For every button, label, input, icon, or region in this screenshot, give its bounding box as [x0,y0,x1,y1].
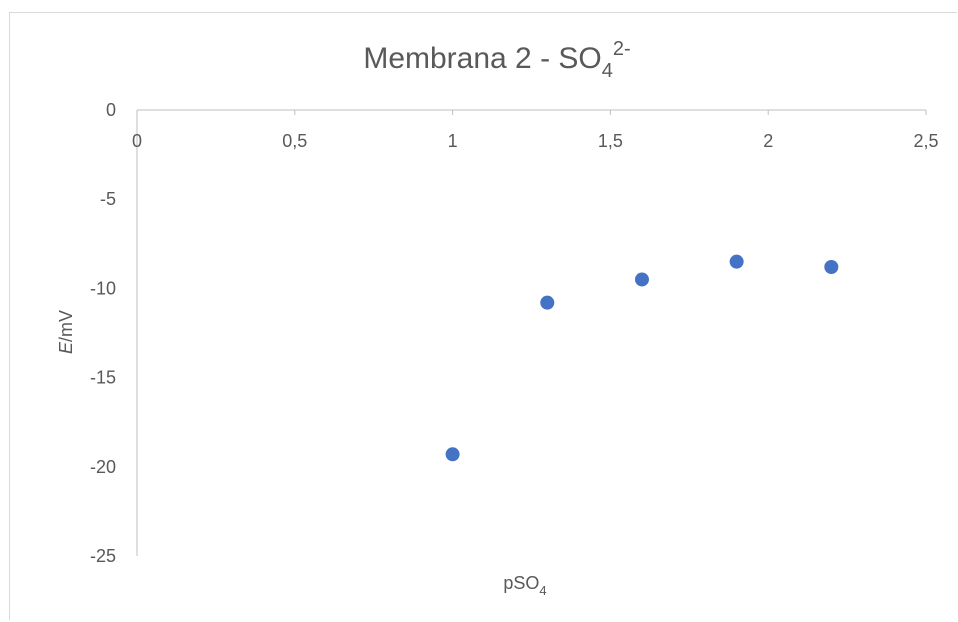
y-axis-title-italic: E [56,341,76,354]
x-tick-label: 0 [132,131,142,151]
y-tick-label: -5 [100,189,116,209]
axes [136,109,926,556]
y-tick-label: -25 [90,546,116,566]
y-axis-title-rest: /mV [56,310,76,342]
x-axis-title-main: pSO [503,573,539,593]
x-tick-label: 2 [763,131,773,151]
chart-border [9,12,957,620]
chart-title-superscript: 2- [613,38,631,60]
data-point [540,295,555,310]
chart-title-subscript: 4 [602,60,613,82]
data-point [445,447,460,462]
data-points [445,254,839,462]
y-axis-title: E/mV [56,310,76,354]
x-axis-title-subscript: 4 [539,583,546,598]
x-tick-label: 2,5 [913,131,938,151]
data-point [824,259,839,274]
data-point [729,254,744,269]
x-tick-labels: 0 0,5 1 1,5 2 2,5 [132,110,939,151]
chart-title: Membrana 2 - SO42- [363,38,630,82]
x-axis-title: pSO4 [503,573,546,598]
data-point [634,272,649,287]
y-tick-label: -15 [90,368,116,388]
y-tick-label: -10 [90,278,116,298]
y-tick-label: -20 [90,457,116,477]
x-tick-label: 1 [448,131,458,151]
x-tick-label: 1,5 [598,131,623,151]
x-tick-label: 0,5 [282,131,307,151]
y-tick-labels: 0 -5 -10 -15 -20 -25 [90,100,116,566]
y-tick-label: 0 [106,100,116,120]
chart-title-main: Membrana 2 - SO [363,42,601,75]
